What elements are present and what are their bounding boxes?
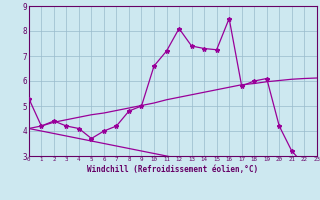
X-axis label: Windchill (Refroidissement éolien,°C): Windchill (Refroidissement éolien,°C) <box>87 165 258 174</box>
